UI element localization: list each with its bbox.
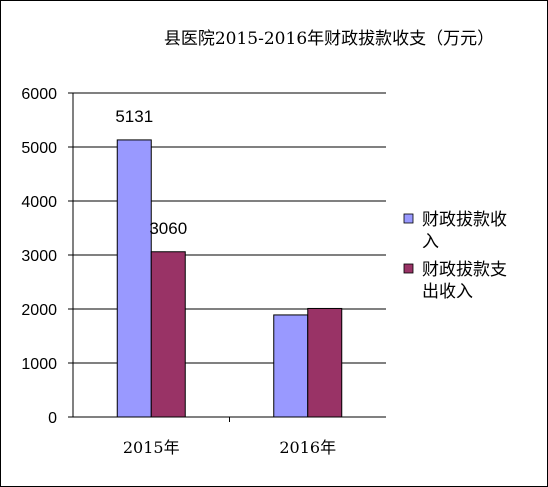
legend-label: 出收入 bbox=[422, 282, 473, 302]
legend-swatch bbox=[403, 263, 414, 274]
bar bbox=[116, 139, 152, 418]
legend-label: 入 bbox=[422, 232, 439, 252]
y-tick-label: 0 bbox=[48, 410, 57, 427]
x-tick-label: 2015年 bbox=[123, 438, 180, 457]
legend-swatch bbox=[403, 213, 414, 224]
x-tick-label: 2016年 bbox=[279, 438, 336, 457]
y-tick-label: 1000 bbox=[21, 356, 57, 373]
bar bbox=[273, 314, 309, 418]
y-tick-label: 6000 bbox=[21, 86, 57, 103]
y-tick-label: 2000 bbox=[21, 302, 57, 319]
legend-label: 财政拔款收 bbox=[422, 210, 507, 230]
y-tick-label: 3000 bbox=[21, 248, 57, 265]
data-label: 5131 bbox=[115, 107, 153, 126]
axis-layer: 0 1000 2000 3000 4000 5000 6000 2015年 2016年 bbox=[21, 86, 386, 457]
y-tick-label: 5000 bbox=[21, 140, 57, 157]
legend-label: 财政拔款支 bbox=[422, 260, 507, 280]
bar bbox=[150, 251, 186, 418]
chart-title: 县医院2015-2016年财政拔款收支（万元） bbox=[164, 29, 494, 49]
y-tick-label: 4000 bbox=[21, 194, 57, 211]
data-label: 3060 bbox=[149, 219, 187, 238]
bars-layer: 5131 3060 bbox=[115, 107, 343, 418]
bar bbox=[307, 307, 343, 418]
